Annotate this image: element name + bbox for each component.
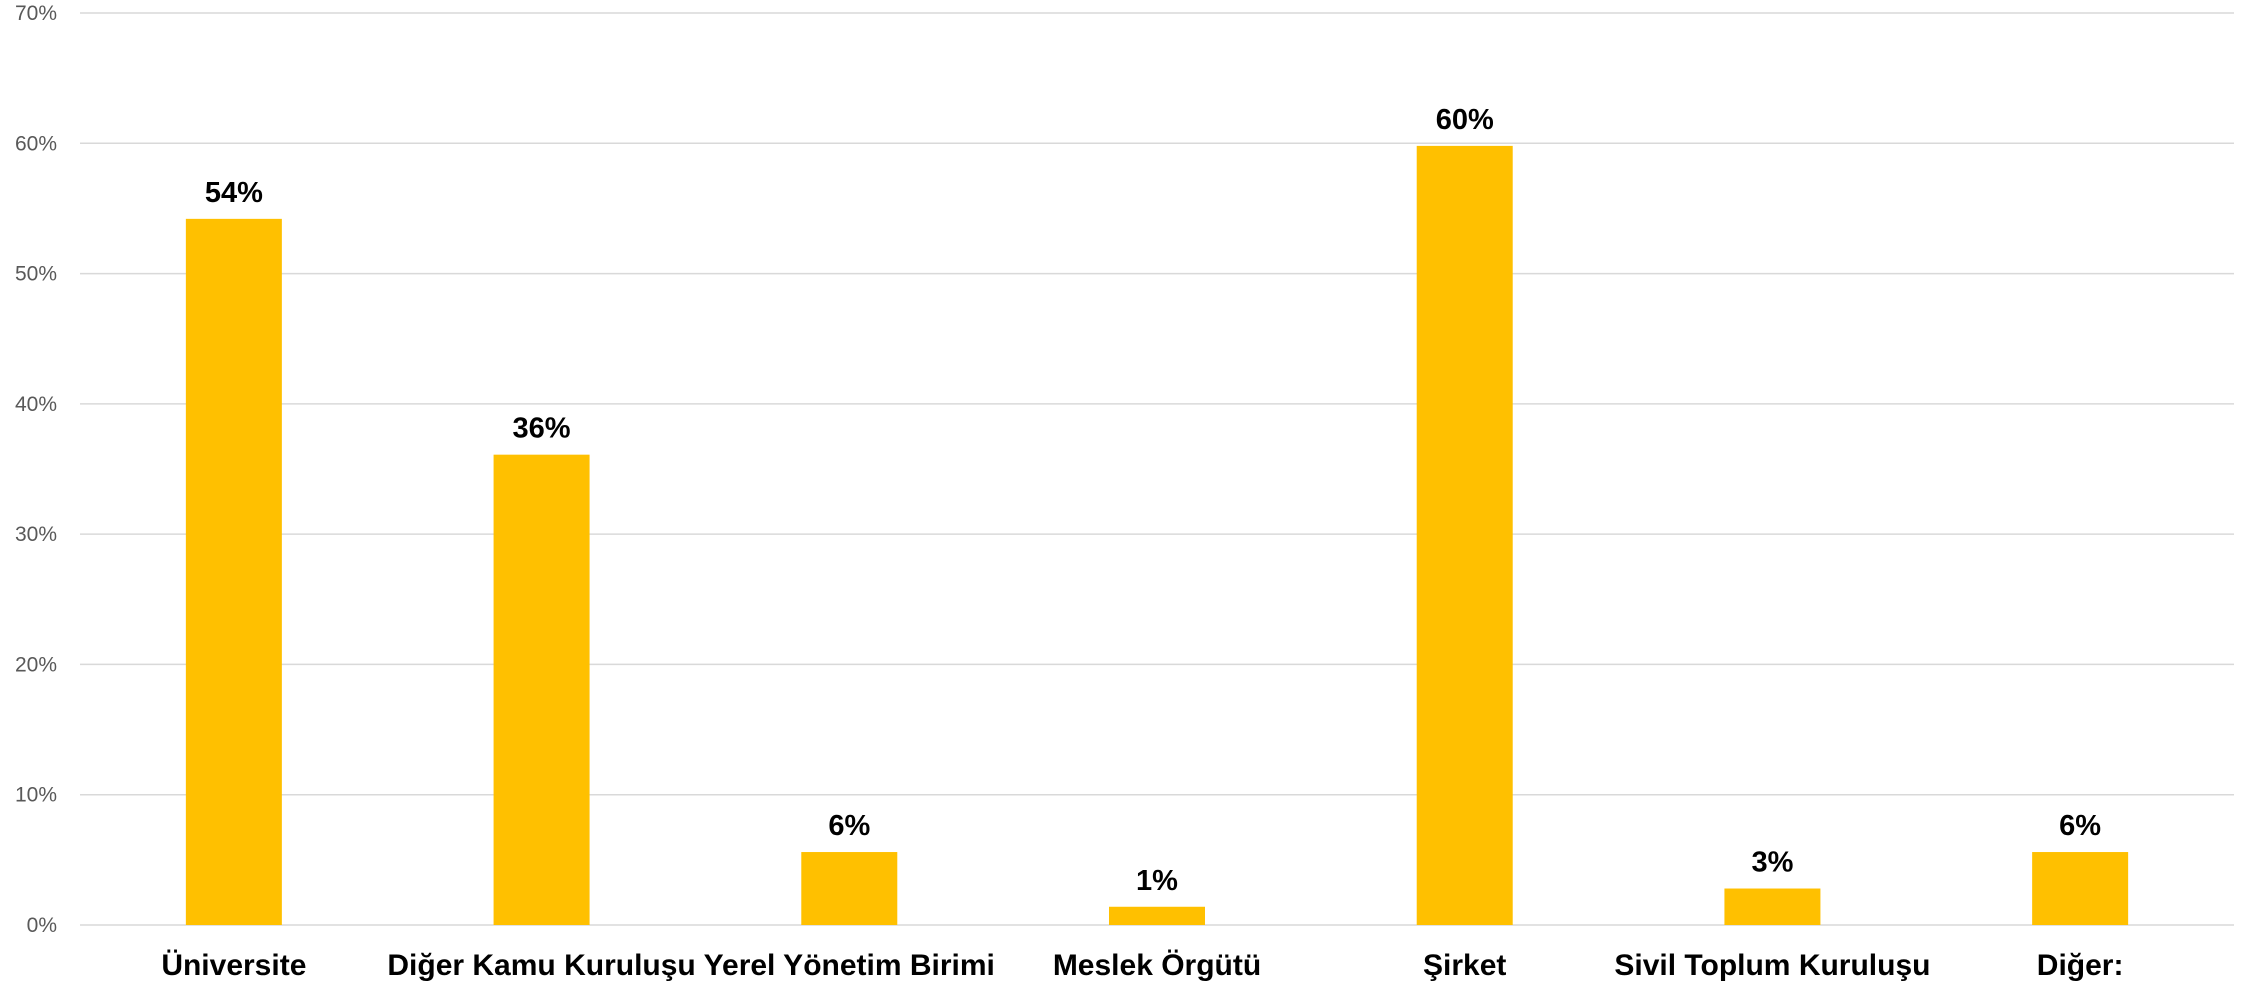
data-label: 36%	[513, 413, 571, 445]
data-label: 1%	[1136, 865, 1178, 897]
data-labels: 54% 36% 6% 1% 60% 3% 6%	[205, 104, 2101, 897]
bar	[185, 218, 282, 925]
x-tick-label: Diğer:	[2037, 949, 2124, 982]
x-tick-label: Meslek Örgütü	[1053, 949, 1261, 982]
bar	[1724, 888, 1821, 925]
x-tick-label: Üniversite	[161, 949, 306, 982]
bars	[185, 145, 2129, 926]
data-label: 60%	[1436, 104, 1494, 136]
y-tick-label: 40%	[15, 393, 57, 416]
y-axis: 0% 10% 20% 30% 40% 50% 60% 70%	[15, 2, 57, 937]
y-tick-label: 50%	[15, 263, 57, 286]
y-tick-label: 70%	[15, 2, 57, 25]
y-tick-label: 60%	[15, 132, 57, 155]
bar	[1109, 906, 1205, 925]
y-tick-label: 10%	[15, 784, 57, 807]
bar	[493, 454, 590, 925]
x-tick-label: Sivil Toplum Kuruluşu	[1614, 949, 1930, 982]
data-label: 54%	[205, 177, 263, 209]
data-label: 3%	[1751, 847, 1793, 879]
x-tick-label: Şirket	[1423, 949, 1506, 982]
y-tick-label: 20%	[15, 653, 57, 676]
gridlines	[80, 12, 2234, 926]
x-axis: Üniversite Diğer Kamu Kuruluşu Yerel Yönet…	[161, 949, 2123, 982]
data-label: 6%	[2059, 810, 2101, 842]
bar	[801, 852, 898, 925]
bar	[2032, 852, 2129, 925]
data-label: 6%	[828, 810, 870, 842]
x-tick-label: Diğer Kamu Kuruluşu	[387, 949, 695, 982]
y-tick-label: 30%	[15, 523, 57, 546]
bar	[1416, 145, 1513, 926]
y-tick-label: 0%	[27, 914, 57, 937]
x-tick-label: Yerel Yönetim Birimi	[704, 949, 995, 982]
